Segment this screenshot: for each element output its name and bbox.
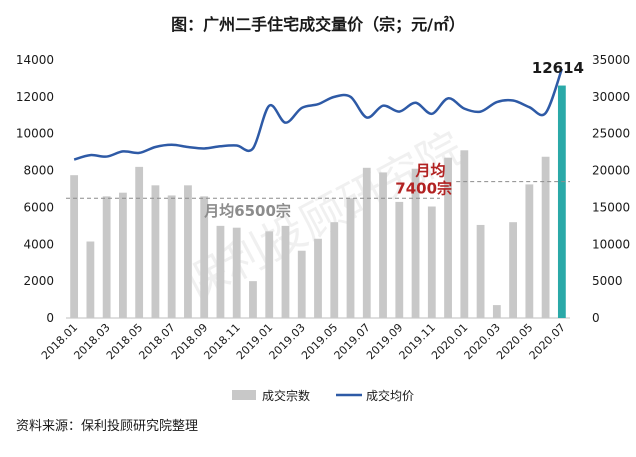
bar <box>249 281 257 318</box>
left-axis-tick-label: 12000 <box>16 90 54 104</box>
last-value-annotation: 12614 <box>532 59 584 77</box>
bar <box>70 175 79 318</box>
bar <box>86 241 95 318</box>
bar <box>444 157 452 318</box>
left-axis-tick-label: 8000 <box>23 164 54 178</box>
bar <box>119 192 127 318</box>
bar <box>151 185 160 318</box>
line-series-group: 12614 <box>73 59 584 161</box>
bar <box>281 225 290 318</box>
bar <box>362 167 371 318</box>
left-axis-tick-label: 4000 <box>23 237 54 251</box>
reference-label-6500: 月均6500宗 <box>203 202 291 220</box>
bar <box>427 206 436 318</box>
bar <box>476 224 485 318</box>
line-series-price <box>73 68 564 161</box>
bar <box>379 172 387 318</box>
right-axis-tick-label: 5000 <box>592 274 623 288</box>
bar <box>541 156 550 318</box>
bar <box>216 225 225 318</box>
bar <box>314 238 322 318</box>
bar <box>232 227 241 318</box>
bar <box>102 196 111 318</box>
right-axis-tick-label: 0 <box>592 311 600 325</box>
right-axis-tick-label: 25000 <box>592 127 630 141</box>
bar <box>184 185 192 318</box>
bar <box>411 168 420 318</box>
right-axis-tick-label: 30000 <box>592 90 630 104</box>
right-axis-tick-label: 15000 <box>592 200 630 214</box>
x-axis-tick-label: 2020.07 <box>527 321 568 362</box>
legend: 成交宗数 成交均价 <box>232 388 414 403</box>
bar <box>135 166 144 318</box>
bar <box>200 196 209 318</box>
bar <box>297 250 306 318</box>
bar <box>346 198 355 318</box>
chart-title: 图：广州二手住宅成交量价（宗；元/㎡） <box>171 15 465 34</box>
bar <box>492 305 501 318</box>
bar <box>167 195 176 318</box>
legend-label-bars: 成交宗数 <box>262 388 310 403</box>
bar <box>525 184 534 318</box>
reference-label-7400-line2: 7400宗 <box>395 180 452 198</box>
reference-label-7400-line1: 月均 <box>415 162 446 180</box>
left-axis-tick-label: 2000 <box>23 274 54 288</box>
left-axis-tick-label: 14000 <box>16 53 54 67</box>
left-axis-tick-label: 6000 <box>23 200 54 214</box>
bar <box>509 222 517 318</box>
right-axis-tick-label: 10000 <box>592 237 630 251</box>
right-axis-tick-label: 35000 <box>592 53 630 67</box>
legend-swatch-bars <box>232 390 256 400</box>
bar <box>330 222 339 318</box>
bars-group <box>70 85 566 319</box>
bar <box>265 231 274 318</box>
bar <box>460 150 469 318</box>
bar <box>395 201 404 318</box>
source-note: 资料来源：保利投顾研究院整理 <box>16 418 198 434</box>
right-axis-tick-label: 20000 <box>592 164 630 178</box>
bar <box>557 85 566 319</box>
legend-label-line: 成交均价 <box>366 388 414 403</box>
left-axis-tick-label: 10000 <box>16 127 54 141</box>
left-axis-tick-label: 0 <box>46 311 54 325</box>
